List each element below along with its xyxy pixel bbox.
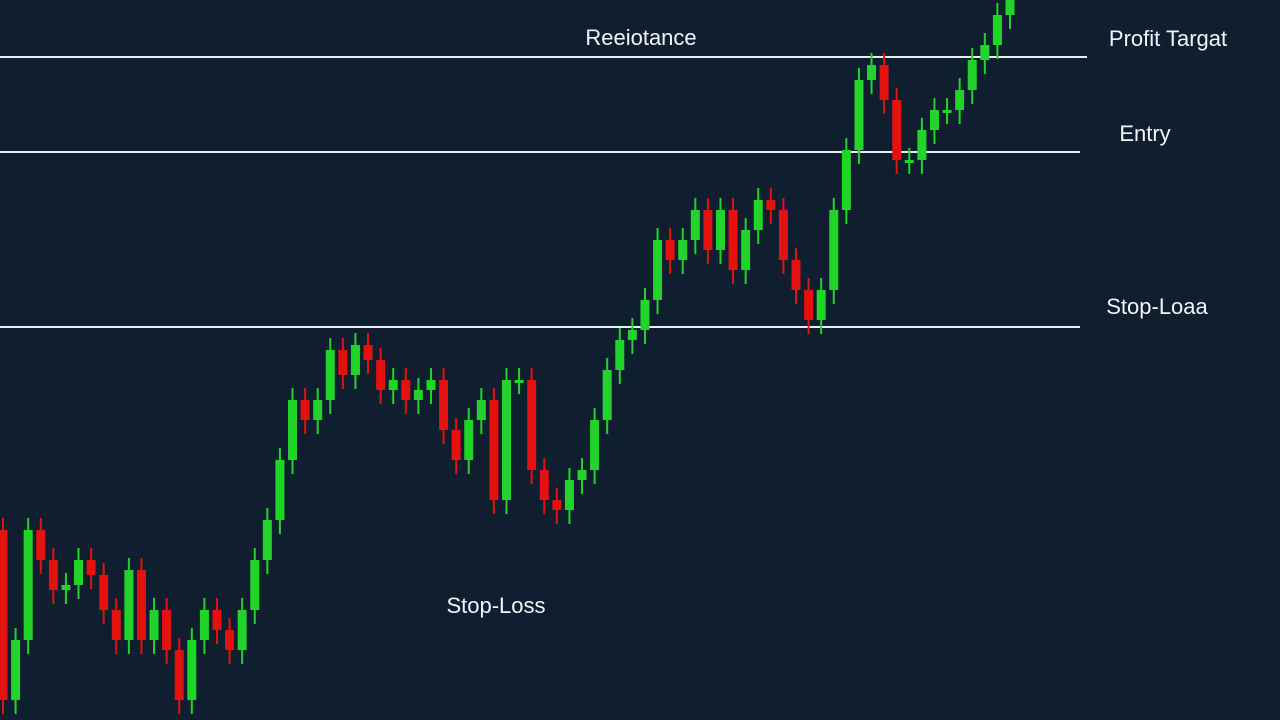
candle-body xyxy=(1005,0,1015,15)
candle-body xyxy=(602,370,612,420)
annotation: Profit Targat xyxy=(1109,26,1227,51)
candle-body xyxy=(0,530,8,700)
candle-body xyxy=(917,130,927,160)
candle-body xyxy=(262,520,272,560)
candle-body xyxy=(728,210,738,270)
candle-body xyxy=(187,640,197,700)
candle-body xyxy=(678,240,688,260)
candle-body xyxy=(237,610,247,650)
candle-body xyxy=(527,380,537,470)
candle-body xyxy=(212,610,222,630)
candle-body xyxy=(791,260,801,290)
candle-body xyxy=(451,430,461,460)
candle-body xyxy=(841,150,851,210)
candle-body xyxy=(703,210,713,250)
candle-body xyxy=(275,460,285,520)
candle-body xyxy=(854,80,864,150)
candle-body xyxy=(929,110,939,130)
candle-body xyxy=(539,470,549,500)
candle-body xyxy=(376,360,386,390)
candle-body xyxy=(942,110,952,113)
candle-body xyxy=(627,330,637,340)
candle-body xyxy=(640,300,650,330)
candle-body xyxy=(904,160,914,163)
candle-body xyxy=(426,380,436,390)
candle-body xyxy=(199,610,209,640)
candle-body xyxy=(162,610,172,650)
candle-body xyxy=(313,400,323,420)
candle-body xyxy=(690,210,700,240)
candle-body xyxy=(489,400,499,500)
candle-body xyxy=(250,560,260,610)
candle-body xyxy=(816,290,826,320)
candle-body xyxy=(363,345,373,360)
candle-body xyxy=(741,230,751,270)
candle-body xyxy=(288,400,298,460)
candle-body xyxy=(300,400,310,420)
candle-body xyxy=(715,210,725,250)
annotation: Stop-Loss xyxy=(446,593,545,618)
candle-body xyxy=(967,60,977,90)
candle-body xyxy=(892,100,902,160)
candle-body xyxy=(350,345,360,375)
candle-body xyxy=(36,530,46,560)
candle-body xyxy=(829,210,839,290)
candle-body xyxy=(338,350,348,375)
candle-body xyxy=(74,560,84,585)
candle-body xyxy=(615,340,625,370)
candle-body xyxy=(992,15,1002,45)
candle-body xyxy=(653,240,663,300)
candle-body xyxy=(86,560,96,575)
candle-body xyxy=(552,500,562,510)
candle-body xyxy=(401,380,411,400)
candle-body xyxy=(11,640,21,700)
candle-body xyxy=(590,420,600,470)
candle-body xyxy=(99,575,109,610)
candle-body xyxy=(577,470,587,480)
candle-body xyxy=(464,420,474,460)
candle-body xyxy=(61,585,71,590)
candle-body xyxy=(23,530,33,640)
candle-body xyxy=(476,400,486,420)
candle-body xyxy=(514,380,524,383)
candle-body xyxy=(753,200,763,230)
candle-body xyxy=(388,380,398,390)
candle-body xyxy=(439,380,449,430)
candle-body xyxy=(502,380,511,500)
level-label: Entry xyxy=(1119,121,1170,146)
candle-body xyxy=(879,65,889,100)
candle-body xyxy=(413,390,423,400)
candle-body xyxy=(174,650,184,700)
candle-body xyxy=(124,570,134,640)
candle-body xyxy=(778,210,788,260)
candle-body xyxy=(955,90,965,110)
candle-body xyxy=(665,240,675,260)
candle-body xyxy=(48,560,58,590)
candle-body xyxy=(564,480,574,510)
candle-body xyxy=(149,610,159,640)
candle-body xyxy=(804,290,814,320)
candle-body xyxy=(325,350,335,400)
candle-body xyxy=(980,45,990,60)
candle-body xyxy=(766,200,776,210)
candle-body xyxy=(225,630,235,650)
candle-body xyxy=(136,570,146,640)
level-label: Reeiotance xyxy=(585,25,696,50)
candle-body xyxy=(111,610,121,640)
candle-body xyxy=(867,65,877,80)
level-label: Stop-Loaa xyxy=(1106,294,1208,319)
